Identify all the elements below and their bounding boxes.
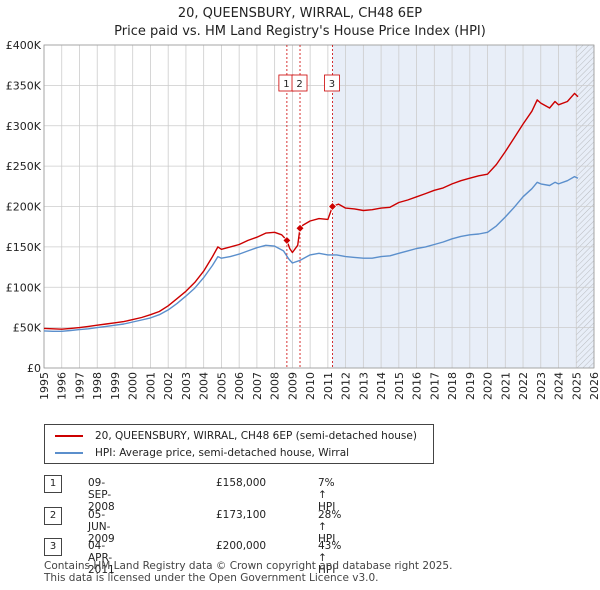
y-tick-label: £350K: [6, 79, 42, 92]
y-tick-label: £300K: [6, 120, 42, 133]
sale-marker-label: 1: [283, 79, 289, 90]
sale-point: [295, 223, 305, 233]
x-tick-label: 2023: [535, 372, 548, 400]
x-tick-label: 2010: [304, 372, 317, 400]
x-tick-label: 2002: [162, 372, 175, 400]
x-tick-label: 2014: [375, 372, 388, 400]
x-tick-label: 2021: [499, 372, 512, 400]
x-tick-label: 2026: [588, 372, 600, 400]
legend-label-hpi: HPI: Average price, semi-detached house,…: [95, 447, 350, 459]
transaction-price: £173,100: [216, 509, 267, 521]
transaction-price: £200,000: [216, 540, 267, 552]
y-tick-label: £100K: [6, 281, 42, 294]
transaction-number: 3: [44, 538, 62, 556]
footer-licence: This data is licensed under the Open Gov…: [44, 572, 379, 584]
x-tick-label: 2011: [322, 372, 335, 400]
x-tick-label: 1999: [109, 372, 122, 400]
y-tick-label: £0: [27, 362, 41, 375]
x-tick-label: 2005: [215, 372, 228, 400]
y-tick-label: £150K: [6, 241, 42, 254]
legend-item-property: 20, QUEENSBURY, WIRRAL, CH48 6EP (semi-d…: [55, 430, 417, 442]
x-tick-label: 2015: [393, 372, 406, 400]
transaction-date: 09-SEP-2008: [88, 477, 115, 513]
x-tick-label: 2009: [286, 372, 299, 400]
y-tick-label: £50K: [13, 322, 42, 335]
legend-label-property: 20, QUEENSBURY, WIRRAL, CH48 6EP (semi-d…: [95, 430, 417, 442]
transaction-number: 1: [44, 475, 62, 493]
x-tick-label: 1995: [38, 372, 51, 400]
series-line-hpi: [43, 175, 579, 332]
transaction-hpi: 28% ↑ HPI: [318, 509, 342, 545]
y-tick-label: £400K: [6, 39, 42, 52]
x-tick-label: 2025: [570, 372, 583, 400]
x-tick-label: 2024: [553, 372, 566, 400]
legend-item-hpi: HPI: Average price, semi-detached house,…: [55, 447, 349, 459]
legend-swatch-property: [55, 435, 83, 437]
x-tick-label: 2020: [482, 372, 495, 400]
x-tick-label: 1997: [73, 372, 86, 400]
series-line-property: [43, 92, 579, 330]
sale-marker-box: [291, 74, 308, 92]
transaction-price: £158,000: [216, 477, 267, 489]
sale-point: [282, 235, 292, 245]
y-tick-label: £200K: [6, 201, 42, 214]
plot-border: [43, 44, 595, 369]
x-tick-label: 2004: [198, 372, 211, 400]
x-tick-label: 1996: [56, 372, 69, 400]
price-chart: 1 2 3 £0 £50K £100K £150K £200K £250K £300K £350K £…: [6, 39, 600, 400]
x-tick-label: 2008: [269, 372, 282, 400]
x-tick-label: 2019: [464, 372, 477, 400]
x-tick-label: 2012: [340, 372, 353, 400]
transaction-date: 04-APR-2011: [88, 540, 115, 576]
footer-copyright: Contains HM Land Registry data © Crown c…: [44, 560, 453, 572]
sale-marker-label: 2: [296, 79, 302, 90]
x-tick-label: 2001: [144, 372, 157, 400]
y-tick-label: £250K: [6, 160, 42, 173]
x-tick-label: 2018: [446, 372, 459, 400]
x-tick-label: 2017: [428, 372, 441, 400]
x-tick-label: 2007: [251, 372, 264, 400]
legend-swatch-hpi: [55, 452, 83, 454]
x-tick-label: 2000: [127, 372, 140, 400]
sale-marker-label: 3: [329, 79, 335, 90]
x-tick-label: 2003: [180, 372, 193, 400]
x-tick-label: 1998: [91, 372, 104, 400]
x-tick-label: 2013: [357, 372, 370, 400]
transaction-hpi: 43% ↑ HPI: [318, 540, 342, 576]
x-tick-label: 2016: [411, 372, 424, 400]
transaction-date: 05-JUN-2009: [88, 509, 115, 545]
chart-title-line2: Price paid vs. HM Land Registry's House …: [114, 24, 486, 39]
transaction-number: 2: [44, 507, 62, 525]
chart-title-line1: 20, QUEENSBURY, WIRRAL, CH48 6EP: [177, 6, 423, 21]
x-tick-label: 2022: [517, 372, 530, 400]
sale-point: [327, 201, 338, 212]
x-tick-label: 2006: [233, 372, 246, 400]
transaction-hpi: 7% ↑ HPI: [318, 477, 336, 513]
chart-legend: 20, QUEENSBURY, WIRRAL, CH48 6EP (semi-d…: [44, 424, 434, 464]
sale-marker-box: [324, 74, 340, 92]
